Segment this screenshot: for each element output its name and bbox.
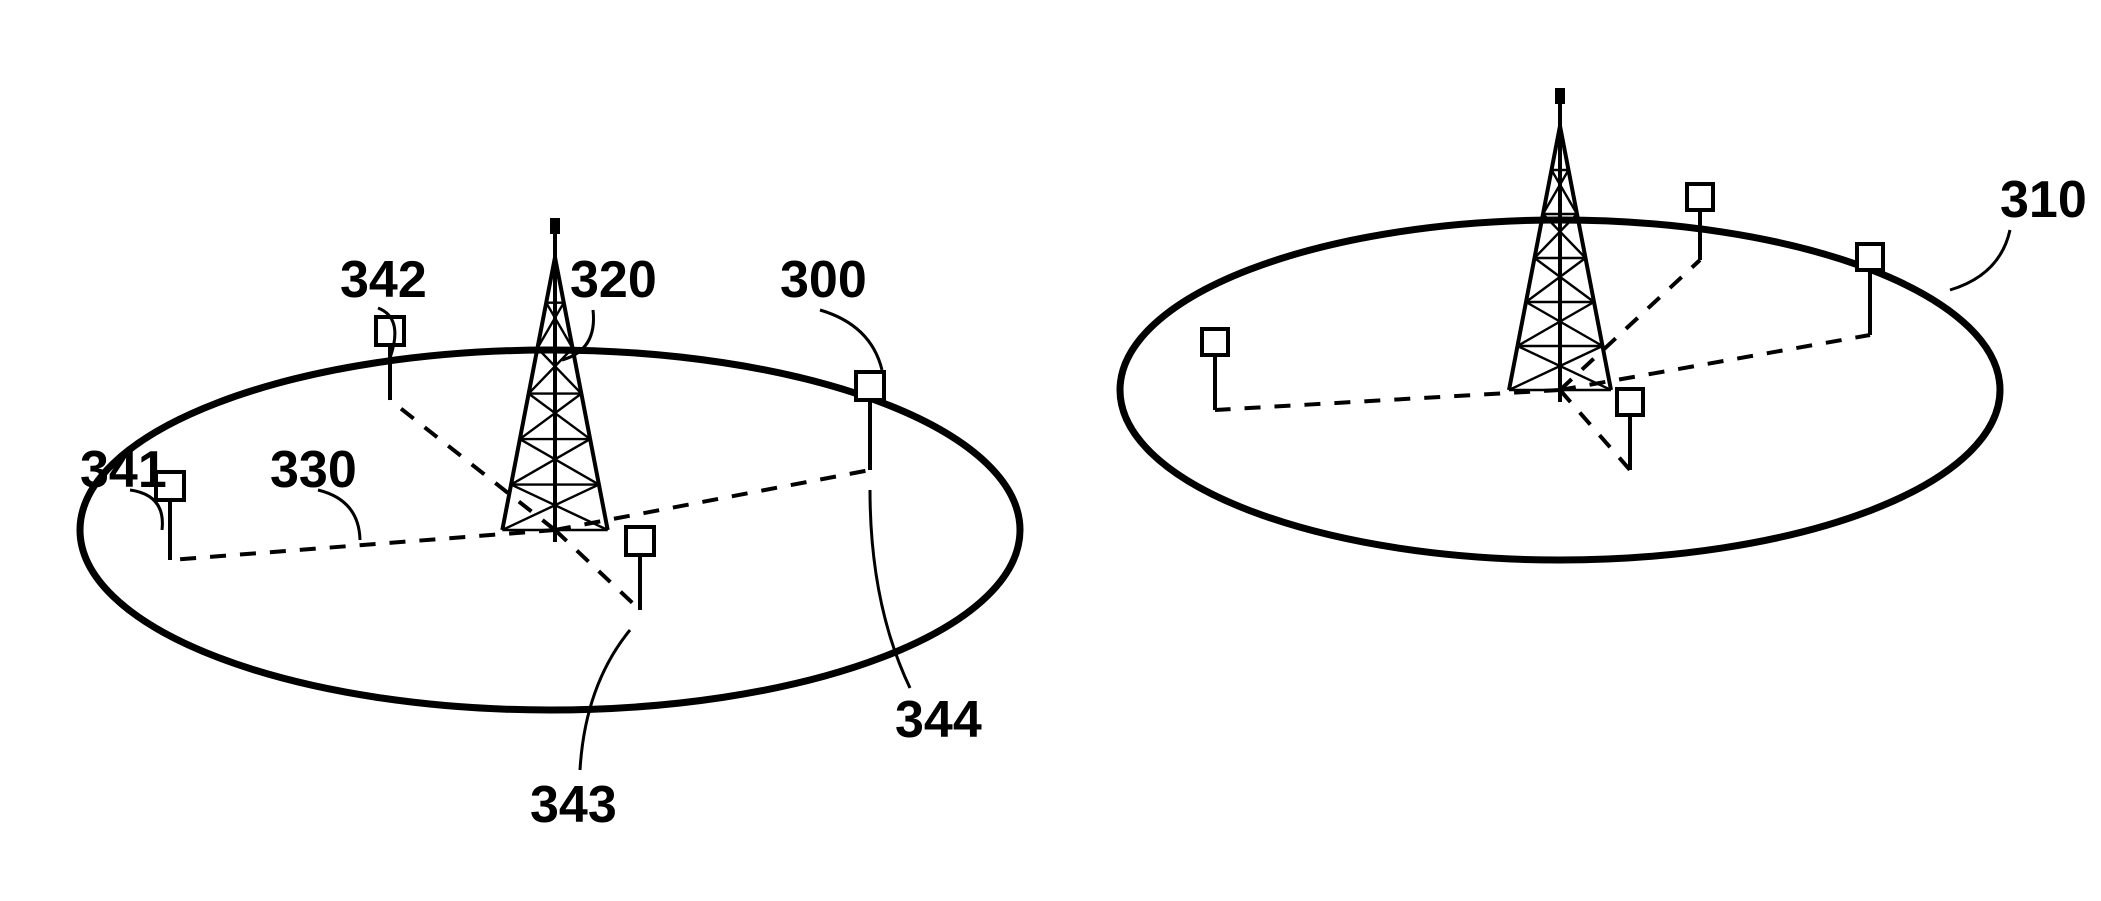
leader-lbl-310 (1950, 230, 2010, 290)
cell-310-tower (1509, 88, 1611, 402)
lbl-320: 320 (570, 250, 657, 310)
leader-lbl-343 (580, 630, 630, 770)
dev-343 (626, 527, 654, 610)
lbl-344: 344 (895, 690, 982, 750)
lbl-310: 310 (2000, 170, 2087, 230)
lbl-343: 343 (530, 775, 617, 835)
lbl-330: 330 (270, 440, 357, 500)
dev-r3 (1687, 184, 1713, 260)
cell-300 (80, 218, 1020, 710)
leader-lbl-300 (820, 310, 882, 370)
lbl-342: 342 (340, 250, 427, 310)
link-dev-r1 (1215, 390, 1560, 410)
cell-310 (1120, 88, 2000, 560)
link-dev-341 (170, 530, 555, 560)
lbl-300: 300 (780, 250, 867, 310)
dev-344 (856, 372, 884, 470)
dev-r1 (1202, 329, 1228, 410)
lbl-341: 341 (80, 440, 167, 500)
dev-r4 (1857, 244, 1883, 335)
link-dev-342 (390, 400, 555, 530)
